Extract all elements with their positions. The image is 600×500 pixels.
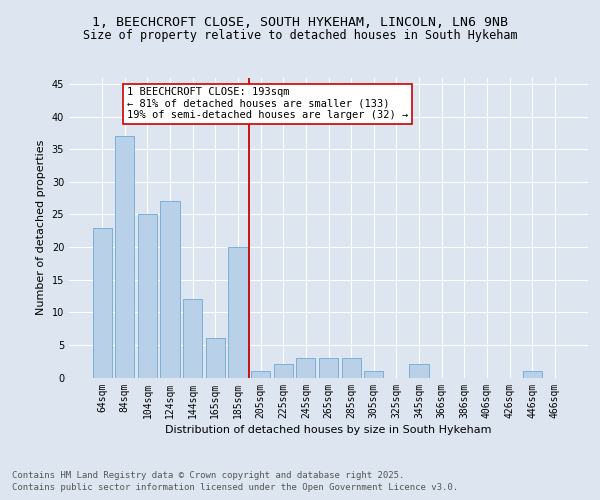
Bar — [274, 364, 293, 378]
Text: 1, BEECHCROFT CLOSE, SOUTH HYKEHAM, LINCOLN, LN6 9NB: 1, BEECHCROFT CLOSE, SOUTH HYKEHAM, LINC… — [92, 16, 508, 29]
Text: Contains public sector information licensed under the Open Government Licence v3: Contains public sector information licen… — [12, 483, 458, 492]
Text: Size of property relative to detached houses in South Hykeham: Size of property relative to detached ho… — [83, 30, 517, 43]
Bar — [364, 371, 383, 378]
Bar — [251, 371, 270, 378]
X-axis label: Distribution of detached houses by size in South Hykeham: Distribution of detached houses by size … — [165, 424, 492, 434]
Bar — [409, 364, 428, 378]
Bar — [206, 338, 225, 378]
Bar — [523, 371, 542, 378]
Bar — [115, 136, 134, 378]
Bar — [319, 358, 338, 378]
Text: Contains HM Land Registry data © Crown copyright and database right 2025.: Contains HM Land Registry data © Crown c… — [12, 472, 404, 480]
Bar — [160, 202, 180, 378]
Bar — [229, 247, 248, 378]
Bar — [341, 358, 361, 378]
Bar — [92, 228, 112, 378]
Bar — [183, 299, 202, 378]
Bar — [138, 214, 157, 378]
Text: 1 BEECHCROFT CLOSE: 193sqm
← 81% of detached houses are smaller (133)
19% of sem: 1 BEECHCROFT CLOSE: 193sqm ← 81% of deta… — [127, 88, 409, 120]
Bar — [296, 358, 316, 378]
Y-axis label: Number of detached properties: Number of detached properties — [36, 140, 46, 315]
